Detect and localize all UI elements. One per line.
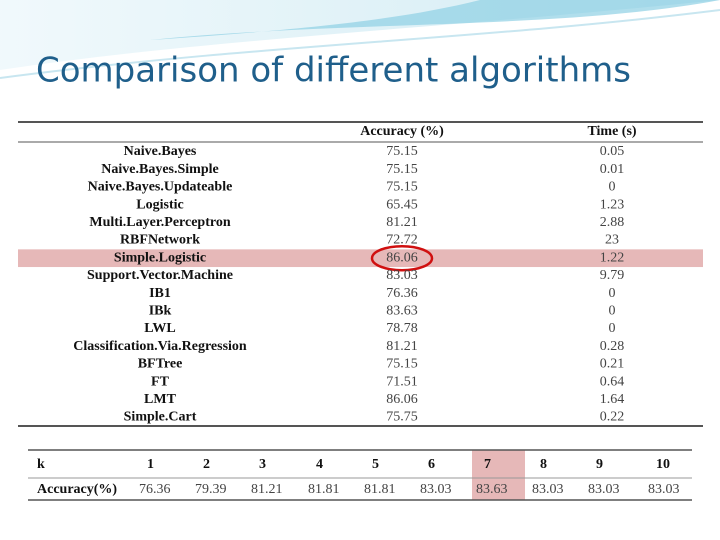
cell: 2 xyxy=(203,457,210,472)
title: Comparison of different algorithms xyxy=(36,51,631,91)
cell: 5 xyxy=(372,457,379,472)
algorithm-name: IBk xyxy=(149,304,172,319)
cell: 8 xyxy=(540,457,547,472)
cell: 1 xyxy=(147,457,154,472)
cell: 78.78 xyxy=(386,321,418,336)
cell: 0.64 xyxy=(600,374,625,389)
cell: 86.06 xyxy=(386,392,418,407)
results-table: Accuracy (%) Time (s) Naive.Bayes 75.15 0.05… xyxy=(18,121,703,427)
cell: 0.01 xyxy=(600,162,625,177)
cell: 75.15 xyxy=(386,144,418,159)
decor-swoosh xyxy=(0,0,720,70)
highlight xyxy=(472,450,525,500)
algorithm-name: Simple.Logistic xyxy=(114,250,206,265)
algorithm-name: LWL xyxy=(144,321,175,336)
cell: 0.22 xyxy=(600,410,625,425)
algorithm-name: RBFNetwork xyxy=(120,233,200,248)
cell: 1.22 xyxy=(600,250,625,265)
k-table: k 1 2 3 4 5 6 7 8 9 10 Accuracy(%) 76.36 79.39 81.21 81… xyxy=(28,449,692,501)
decor-swoosh xyxy=(150,0,720,40)
cell: 83.63 xyxy=(386,304,418,319)
cell: 76.36 xyxy=(386,286,418,301)
cell: 0.21 xyxy=(600,357,625,372)
algorithm-name: FT xyxy=(151,374,170,389)
column-header: Accuracy (%) xyxy=(360,124,444,139)
cell: 83.03 xyxy=(648,482,680,497)
algorithm-name: Multi.Layer.Perceptron xyxy=(89,215,230,230)
cell: 83.03 xyxy=(386,268,418,283)
cell: 83.03 xyxy=(588,482,620,497)
cell: 3 xyxy=(259,457,266,472)
algorithm-name: Simple.Cart xyxy=(124,410,197,425)
cell: 23 xyxy=(605,233,619,248)
row-label: Accuracy(%) xyxy=(37,482,117,497)
cell: 72.72 xyxy=(386,233,418,248)
cell: 7 xyxy=(484,457,491,472)
algorithm-name: Naive.Bayes xyxy=(124,144,197,159)
cell: 75.75 xyxy=(386,410,418,425)
cell: 0.28 xyxy=(600,339,625,354)
cell: 81.21 xyxy=(251,482,283,497)
algorithm-name: IB1 xyxy=(149,286,171,301)
cell: 75.15 xyxy=(386,357,418,372)
cell: 75.15 xyxy=(386,180,418,195)
cell: 0.05 xyxy=(600,144,625,159)
cell: 81.81 xyxy=(364,482,396,497)
algorithm-name: Support.Vector.Machine xyxy=(87,268,233,283)
cell: 9.79 xyxy=(600,268,625,283)
cell: 1.23 xyxy=(600,197,625,212)
cell: 0 xyxy=(609,304,616,319)
algorithm-name: Logistic xyxy=(136,197,183,212)
cell: 81.21 xyxy=(386,215,418,230)
algorithm-name: BFTree xyxy=(138,357,183,372)
algorithm-name: Classification.Via.Regression xyxy=(73,339,247,354)
cell: 2.88 xyxy=(600,215,625,230)
cell: 86.06 xyxy=(386,250,418,265)
column-header: Time (s) xyxy=(587,124,636,139)
cell: 83.03 xyxy=(532,482,564,497)
cell: 75.15 xyxy=(386,162,418,177)
cell: 9 xyxy=(596,457,603,472)
algorithm-name: LMT xyxy=(144,392,177,407)
decor-line xyxy=(0,9,720,79)
cell: 83.63 xyxy=(476,482,508,497)
cell: 10 xyxy=(656,457,670,472)
cell: 79.39 xyxy=(195,482,227,497)
circle-mark xyxy=(370,244,434,272)
cell: 0 xyxy=(609,180,616,195)
cell: 81.81 xyxy=(308,482,340,497)
row-label: k xyxy=(37,457,45,472)
algorithm-name: Naive.Bayes.Simple xyxy=(101,162,218,177)
cell: 83.03 xyxy=(420,482,452,497)
row-highlight xyxy=(18,249,703,268)
cell: 6 xyxy=(428,457,435,472)
cell: 71.51 xyxy=(386,374,418,389)
cell: 0 xyxy=(609,321,616,336)
cell: 1.64 xyxy=(600,392,625,407)
cell: 81.21 xyxy=(386,339,418,354)
cell: 4 xyxy=(316,457,323,472)
algorithm-name: Naive.Bayes.Updateable xyxy=(88,180,233,195)
cell: 0 xyxy=(609,286,616,301)
cell: 65.45 xyxy=(386,197,418,212)
cell: 76.36 xyxy=(139,482,171,497)
